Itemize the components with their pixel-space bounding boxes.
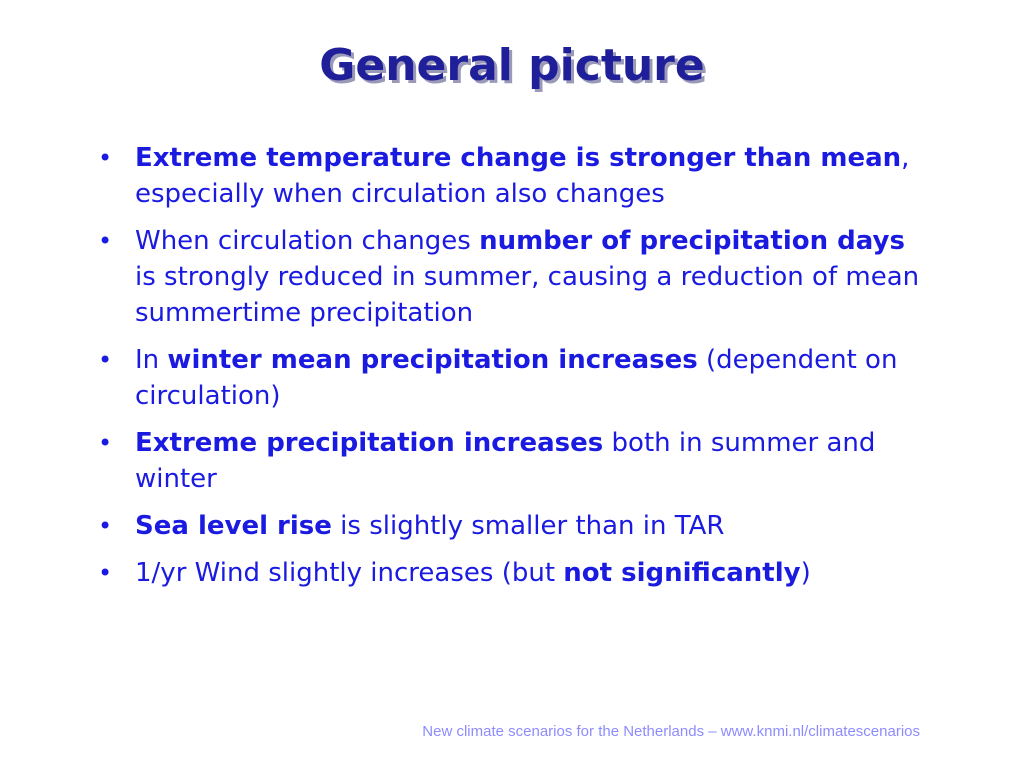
- bullet-item: • In winter mean precipitation increases…: [98, 342, 928, 414]
- bullet-item: • Extreme precipitation increases both i…: [98, 425, 928, 497]
- bullet-dot-icon: •: [98, 346, 113, 374]
- bullet-list: • Extreme temperature change is stronger…: [98, 140, 928, 602]
- bullet-item: • 1/yr Wind slightly increases (but not …: [98, 555, 928, 591]
- bullet-text: ): [800, 558, 811, 588]
- bullet-text: 1/yr Wind slightly increases (but: [135, 558, 564, 588]
- bullet-text: , especially when circulation also chang…: [135, 143, 910, 209]
- bullet-text: is slightly smaller than in TAR: [331, 511, 725, 541]
- bullet-text-bold: Extreme temperature change is stronger t…: [135, 143, 902, 173]
- bullet-text: (dependent on circulation): [135, 345, 898, 411]
- bullet-dot-icon: •: [98, 559, 113, 587]
- bullet-dot-icon: •: [98, 144, 113, 172]
- bullet-text: When circulation changes: [135, 226, 480, 256]
- bullet-text-bold: Extreme precipitation increases: [135, 428, 604, 458]
- bullet-dot-icon: •: [98, 429, 113, 457]
- bullet-text-bold: winter mean precipitation increases: [167, 345, 698, 375]
- bullet-text: is strongly reduced in summer, causing a…: [135, 262, 920, 328]
- footer-caption: New climate scenarios for the Netherland…: [422, 723, 920, 740]
- bullet-text-bold: Sea level rise: [135, 511, 332, 541]
- bullet-text-bold: not significantly: [563, 558, 801, 588]
- slide-title: General picture: [319, 40, 705, 91]
- bullet-dot-icon: •: [98, 227, 113, 255]
- bullet-item: • When circulation changes number of pre…: [98, 223, 928, 331]
- bullet-item: • Sea level rise is slightly smaller tha…: [98, 508, 928, 544]
- bullet-text-bold: number of precipitation days: [479, 226, 905, 256]
- bullet-item: • Extreme temperature change is stronger…: [98, 140, 928, 212]
- bullet-text: In: [135, 345, 168, 375]
- bullet-dot-icon: •: [98, 512, 113, 540]
- bullet-text: both in summer and winter: [135, 428, 876, 494]
